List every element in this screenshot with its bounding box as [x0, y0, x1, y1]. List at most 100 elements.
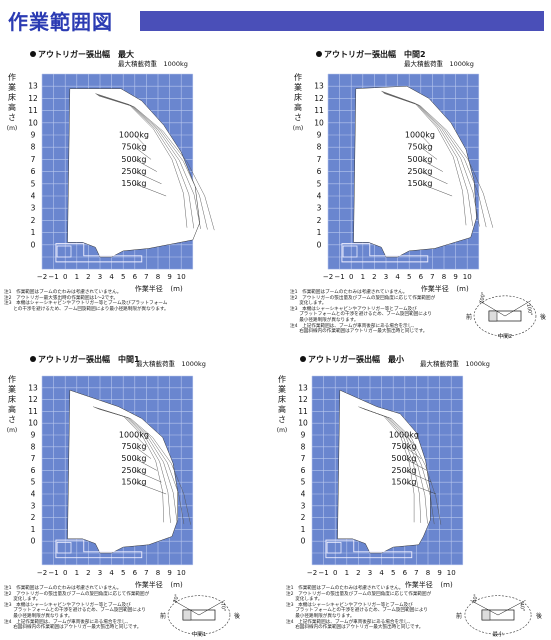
y-tick-label: 2 [301, 513, 306, 522]
angle-line [497, 600, 526, 616]
work-envelope [67, 389, 178, 554]
x-axis-unit: (m) [170, 285, 183, 292]
y-axis-label-char: 高 [8, 404, 16, 414]
x-tick-label: 1 [345, 569, 349, 577]
left-angle-label: 40° [472, 593, 480, 603]
x-tick-label: 0 [63, 273, 67, 281]
load-label: 1000kg [119, 130, 149, 139]
x-tick-label: 5 [391, 569, 395, 577]
y-tick-label: 8 [31, 442, 36, 451]
y-tick-label: 3 [31, 501, 36, 510]
x-tick-label: −2 [323, 273, 333, 281]
y-axis-label-char: 床 [8, 394, 16, 404]
load-label: 1000kg [119, 430, 149, 439]
x-tick-label: 1 [75, 273, 79, 281]
y-tick-label: 8 [317, 143, 322, 152]
x-tick-label: 3 [368, 569, 372, 577]
y-tick-label: 6 [301, 466, 306, 475]
y-tick-label: 1 [301, 525, 306, 534]
y-axis-label-char: 作 [294, 72, 302, 82]
note-line: 注4 上記作業範囲は、ブームが車両後部にある場合を示し、 [286, 619, 413, 625]
x-tick-label: 2 [356, 569, 360, 577]
bullet-icon [316, 51, 322, 57]
center-label: 中間1 [192, 630, 207, 638]
x-tick-label: 0 [333, 569, 337, 577]
y-tick-label: 7 [31, 454, 36, 463]
note-line: 右図斜線内の作業範囲はアウトリガー最大張出時と同じです。 [290, 329, 428, 335]
note-line: 注3 本機はシャーシキャビンやアウトリガー等とブーム及び [290, 306, 417, 312]
y-tick-label: 0 [31, 537, 36, 546]
y-tick-label: 4 [31, 490, 36, 499]
note-line: プラットフォームとの干渉を避けるため、ブーム旋回範囲により [4, 608, 146, 614]
work-envelope [67, 88, 201, 258]
load-leader-line [404, 470, 432, 483]
y-tick-label: 5 [317, 179, 322, 188]
note-line: プラットフォームとの干渉を避けるため、ブーム旋回範囲により [290, 312, 432, 318]
load-label: 250kg [407, 167, 432, 176]
y-tick-label: 2 [31, 513, 36, 522]
left-angle-label: 100° [479, 292, 487, 304]
x-tick-label: 4 [109, 569, 114, 577]
y-tick-label: 3 [317, 204, 322, 213]
load-label: 150kg [121, 179, 146, 188]
x-tick-label: 7 [144, 569, 148, 577]
x-tick-label: 2 [86, 569, 90, 577]
load-label: 750kg [121, 442, 146, 451]
load-curve [98, 408, 191, 525]
y-tick-label: 13 [28, 383, 38, 392]
x-axis-unit: (m) [170, 581, 183, 588]
y-tick-label: 9 [31, 431, 36, 440]
y-axis-label-char: 業 [294, 82, 302, 92]
rear-label: 後 [234, 612, 240, 620]
x-tick-label: 10 [463, 273, 472, 281]
x-tick-label: −1 [334, 273, 344, 281]
note-line: 注3 本機はシャーシキャビンやアウトリガー等とブーム及びプラットフォーム [4, 301, 168, 307]
cab-outline [56, 245, 72, 258]
y-tick-label: 0 [317, 240, 322, 249]
panel-4-max-load: 最大積載荷重 1000kg [420, 360, 490, 368]
y-axis-label-char: 作 [8, 374, 16, 384]
front-label: 前 [456, 612, 462, 620]
x-tick-label: 10 [177, 273, 186, 281]
panel-2-title-text: アウトリガー張出幅 中間2 [324, 50, 426, 59]
swing-range-ellipse [464, 595, 532, 635]
swing-range-ellipse [473, 295, 537, 337]
angle-line [504, 300, 531, 317]
panel-4-title-text: アウトリガー張出幅 最小 [308, 355, 404, 364]
note-line: 注2 アウトリガーの張出量及びブームの旋回角度に応じて作業範囲が [286, 591, 432, 597]
load-leader-line [134, 470, 162, 483]
note-line: 変化します。 [286, 597, 323, 603]
y-axis-label-char: 業 [278, 384, 286, 394]
y-tick-label: 1 [31, 228, 36, 237]
y-axis-label-char: さ [8, 113, 16, 122]
x-tick-label: 7 [430, 273, 434, 281]
y-tick-label: 13 [28, 82, 38, 91]
note-line: 最小径路制限が異なります。 [290, 317, 359, 323]
y-axis-label-char: (m) [293, 125, 304, 132]
x-tick-label: 5 [121, 569, 125, 577]
load-label: 250kg [391, 466, 416, 475]
load-leader-line [134, 171, 162, 184]
y-tick-label: 3 [301, 501, 306, 510]
angle-line [173, 600, 200, 616]
load-label: 500kg [391, 454, 416, 463]
x-axis-label: 作業半径 [405, 580, 433, 588]
bullet-icon [300, 356, 306, 362]
x-tick-label: 4 [395, 273, 400, 281]
y-tick-label: 8 [301, 442, 306, 451]
panel-1-title: アウトリガー張出幅 最大 [30, 49, 134, 60]
cab-top-view [481, 609, 491, 621]
y-tick-label: 10 [28, 118, 38, 127]
note-line: 注3 本機はシャーシキャビンやアウトリガー等とブーム及び [286, 602, 413, 608]
x-tick-label: −1 [48, 569, 58, 577]
angle-line [470, 600, 499, 616]
panel-4-rotation-diagram: 前 後 40° 40° 最小 [456, 593, 542, 638]
truck-outline [55, 539, 143, 559]
y-tick-label: 7 [317, 155, 322, 164]
y-tick-label: 7 [31, 155, 36, 164]
title-bar [140, 11, 544, 31]
panel-2-chart: 1000kg750kg500kg250kg150kg13121110987654… [293, 72, 494, 292]
y-tick-label: 9 [31, 131, 36, 140]
bullet-icon [30, 356, 36, 362]
center-label: 中間2 [498, 332, 513, 340]
